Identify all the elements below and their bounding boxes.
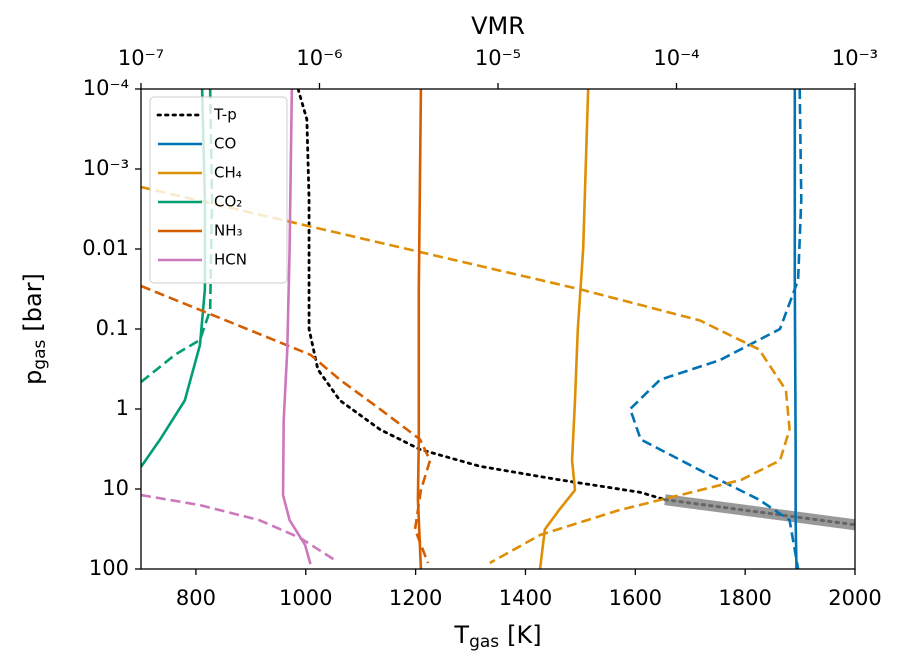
profile-band-dotted [663,498,855,527]
legend-label: HCN [214,251,247,269]
label-unit: [K] [507,621,541,649]
x-tick-label: 1800 [718,586,771,610]
label-subscript: gas [469,632,499,652]
label-unit: [bar] [19,273,47,332]
legend-label: CO [214,135,236,153]
profile-dashed [141,284,432,564]
profile-solid [538,89,590,569]
y-tick-label: 1 [116,396,129,420]
profile-dashed [141,493,338,563]
profile-dotted [296,89,667,502]
plot-area [141,89,855,569]
y-tick-label: 10 [102,476,129,500]
legend-label: NH₃ [214,222,243,240]
y-tick-label: 0.1 [96,316,129,340]
profile-dashed [141,185,791,565]
legend-label: T-p [213,106,237,124]
y-tick-label: 10⁻³ [83,156,129,180]
x-tick-label: 800 [176,586,216,610]
x-tick-label: 2000 [828,586,881,610]
y-tick-label: 0.01 [82,236,129,260]
x-tick-label: 1200 [389,586,442,610]
x2-tick-label: 10⁻³ [832,46,878,70]
profile-solid [793,89,798,569]
label-subscript: gas [30,339,50,369]
label-symbol: T [453,621,469,649]
x2-tick-label: 10⁻⁴ [653,46,699,70]
x-tick-label: 1400 [499,586,552,610]
profile-dashed [628,89,803,569]
legend-label: CO₂ [214,193,242,211]
x2-tick-label: 10⁻⁵ [475,46,521,70]
top-axis-label: VMR [471,12,525,40]
x-tick-label: 1600 [609,586,662,610]
y-tick-label: 100 [89,556,129,580]
x-axis-label: Tgas [K] [453,621,541,652]
label-symbol: p [19,370,47,385]
axes: 800 1000 1200 1400 1600 1800 2000 10⁻⁷ 10⁻⁶ 10⁻⁵ 1… [82,46,881,610]
legend-label: CH₄ [214,164,242,182]
x-tick-label: 1000 [279,586,332,610]
x2-tick-label: 10⁻⁶ [296,46,342,70]
y-tick-label: 10⁻⁴ [83,76,129,100]
legend: T-p CO CH₄ CO₂ NH₃ HCN [149,96,288,284]
x2-tick-label: 10⁻⁷ [118,46,164,70]
y-axis-label: pgas [bar] [19,273,50,385]
